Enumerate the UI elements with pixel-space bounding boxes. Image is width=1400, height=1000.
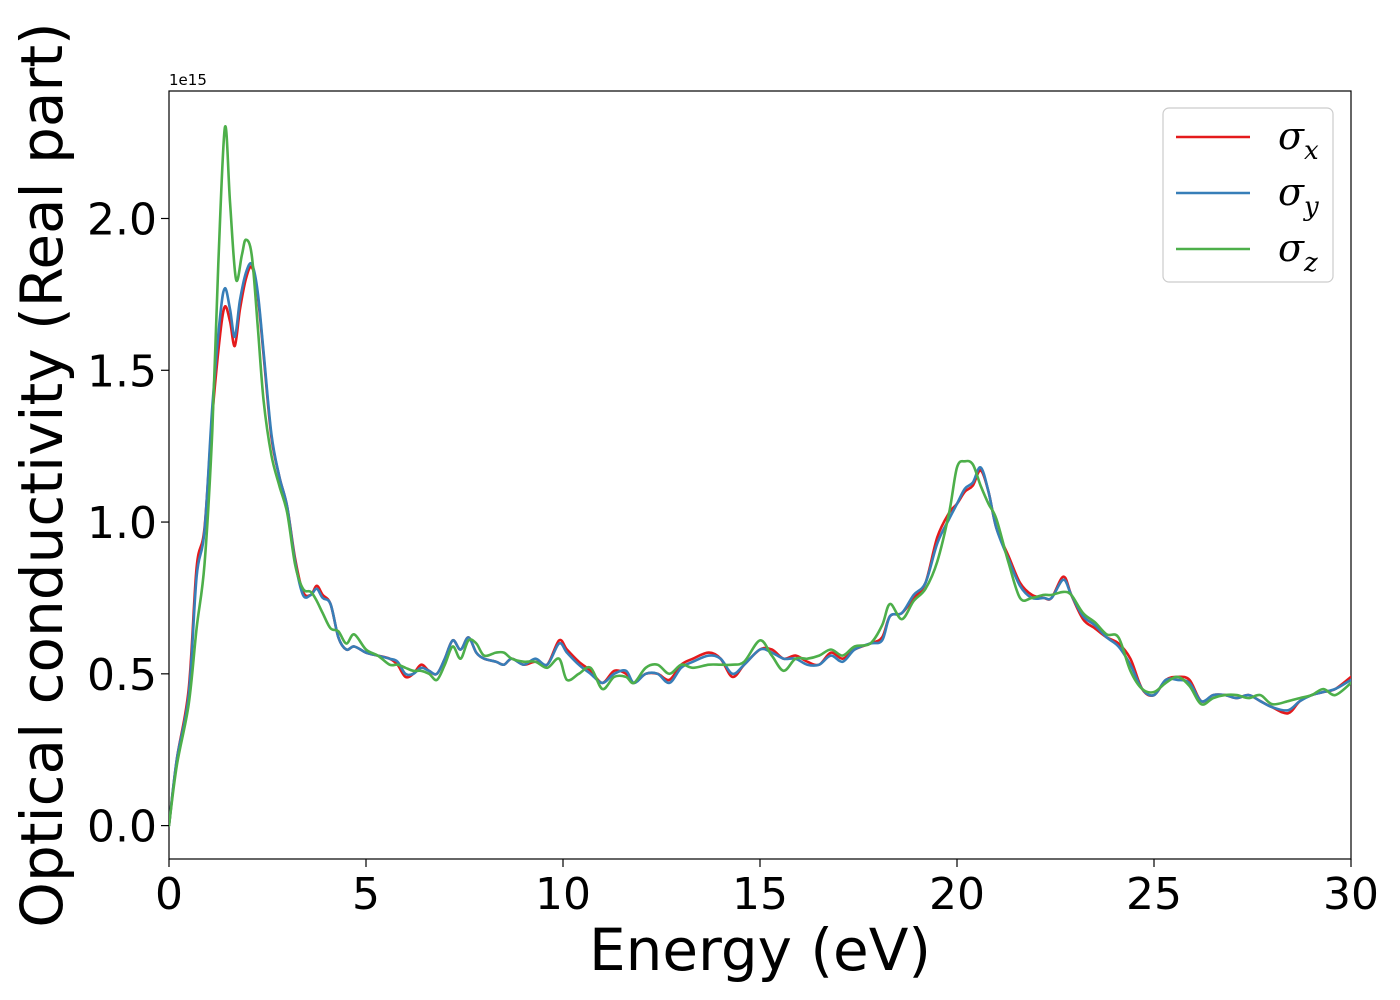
x-tick-label: 20	[929, 869, 985, 920]
x-tick-label: 0	[155, 869, 183, 920]
legend-box	[1162, 107, 1334, 283]
x-axis-ticks: 0 5 10 15 20 25 30	[155, 859, 1379, 920]
y-offset-label: 1e15	[169, 71, 207, 89]
legend-label-z: σz	[1278, 226, 1318, 278]
y-axis-ticks: 0.0 0.5 1.0 1.5 2.0	[87, 194, 169, 853]
x-axis-label: Energy (eV)	[589, 916, 931, 984]
y-tick-label: 0.0	[87, 802, 157, 853]
legend-subscript: y	[1303, 192, 1319, 222]
y-axis-label: Optical conductivity (Real part)	[8, 22, 76, 927]
legend-label-x: σx	[1278, 114, 1319, 166]
x-tick-label: 25	[1126, 869, 1182, 920]
x-tick-label: 15	[732, 869, 788, 920]
legend-subscript: x	[1304, 136, 1319, 166]
legend-symbol: σ	[1278, 114, 1305, 158]
legend-symbol: σ	[1278, 170, 1305, 214]
series-line-y	[169, 261, 1351, 827]
series-lines	[169, 125, 1351, 827]
legend-symbol: σ	[1278, 226, 1305, 270]
series-line-x	[169, 265, 1351, 827]
y-tick-label: 2.0	[87, 194, 157, 245]
x-tick-label: 10	[535, 869, 591, 920]
y-tick-label: 0.5	[87, 650, 157, 701]
legend-label-y: σy	[1278, 170, 1319, 222]
x-tick-label: 30	[1323, 869, 1379, 920]
y-tick-label: 1.5	[87, 346, 157, 397]
y-tick-label: 1.0	[87, 498, 157, 549]
legend-subscript: z	[1303, 248, 1318, 278]
series-line-z	[169, 125, 1351, 827]
x-tick-label: 5	[352, 869, 380, 920]
